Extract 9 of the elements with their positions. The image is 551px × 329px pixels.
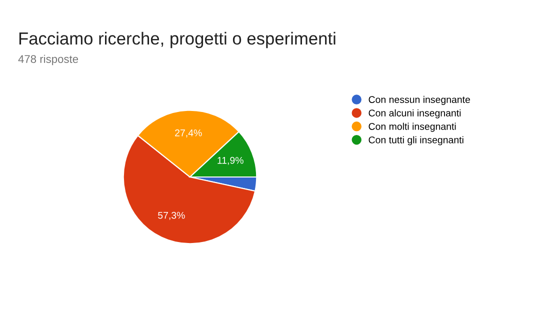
- data-label: 11,9%: [218, 156, 244, 165]
- chart-subtitle: 478 risposte: [18, 54, 78, 66]
- legend-label: Con molti insegnanti: [368, 122, 456, 132]
- data-label: 57,3%: [158, 212, 185, 220]
- legend-label: Con nessun insegnante: [368, 96, 470, 105]
- legend-label: Con alcuni insegnanti: [368, 109, 461, 118]
- chart-title: Facciamo ricerche, progetti o esperimenti: [19, 32, 336, 48]
- data-label: 27,4%: [175, 129, 202, 138]
- legend-label: Con tutti gli insegnanti: [368, 136, 464, 146]
